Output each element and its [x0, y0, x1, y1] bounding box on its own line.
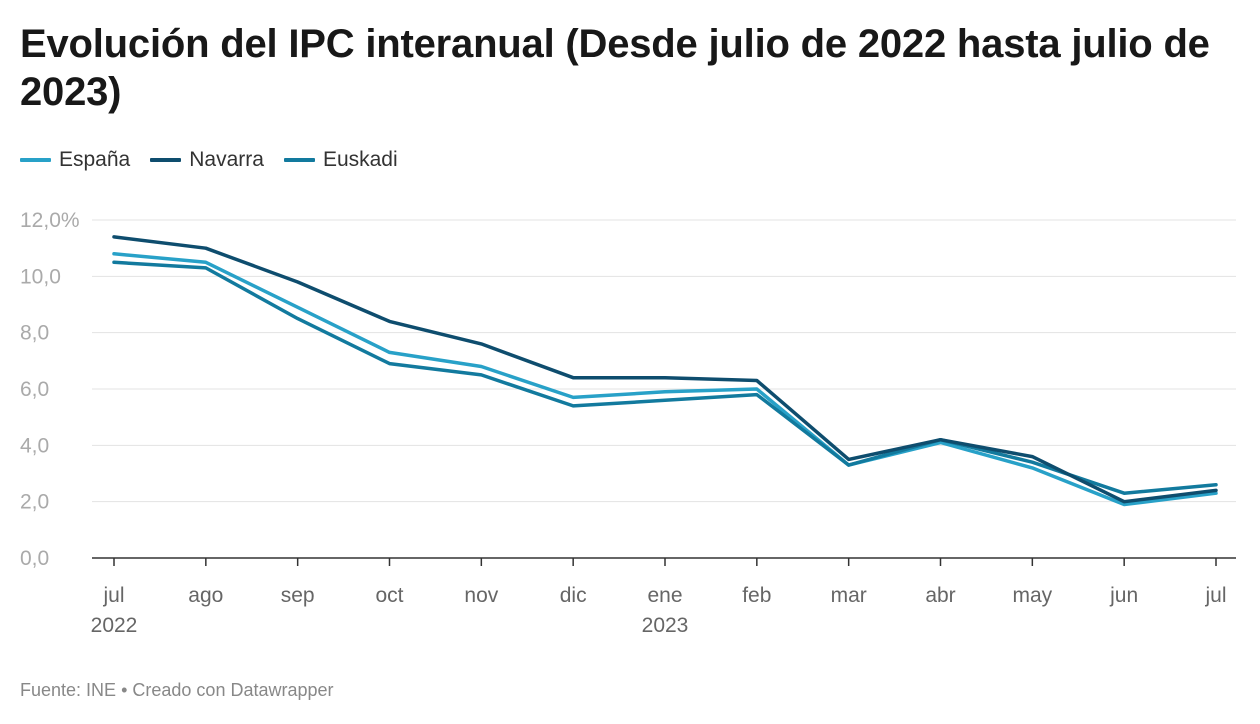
x-tick-label: feb: [742, 584, 771, 607]
x-tick-label: oct: [375, 584, 403, 607]
x-tick-label: sep: [281, 584, 315, 607]
x-tick-label: may: [1012, 584, 1052, 607]
legend-item-navarra: Navarra: [150, 148, 264, 172]
legend-swatch-espana: [20, 158, 51, 162]
footer: Fuente: INE • Creado con Datawrapper: [20, 680, 334, 701]
x-tick-label: mar: [831, 584, 867, 607]
x-tick-label: dic: [560, 584, 587, 607]
legend-label-euskadi: Euskadi: [322, 148, 398, 171]
y-tick-label: 10,0: [20, 265, 61, 288]
legend: España Navarra Euskadi: [20, 148, 418, 172]
legend-label-espana: España: [59, 148, 131, 171]
y-tick-label: 2,0: [20, 491, 49, 514]
footer-source: Fuente: INE: [20, 680, 117, 700]
x-tick-label: ago: [188, 584, 223, 607]
chart-title: Evolución del IPC interanual (Desde juli…: [20, 22, 1210, 114]
legend-label-navarra: Navarra: [189, 148, 264, 171]
x-tick-label: ene: [647, 584, 682, 607]
x-year-label: 2023: [642, 614, 689, 637]
y-tick-label: 0,0: [20, 547, 49, 570]
y-tick-label: 6,0: [20, 378, 49, 401]
series-line-navarra: [112, 235, 1218, 504]
series-line-euskadi: [112, 260, 1218, 495]
x-tick-label: nov: [464, 584, 498, 607]
series-line-espana: [112, 252, 1218, 507]
x-year-label: 2022: [91, 614, 138, 637]
legend-swatch-euskadi: [283, 158, 315, 162]
legend-item-euskadi: Euskadi: [283, 148, 398, 172]
legend-swatch-navarra: [150, 158, 182, 162]
x-tick-label: abr: [925, 584, 955, 607]
y-tick-label: 4,0: [20, 434, 49, 457]
x-tick-label: jul: [1204, 584, 1226, 607]
y-tick-label: 12,0%: [20, 209, 80, 232]
y-tick-label: 8,0: [20, 322, 49, 345]
footer-credit: Creado con Datawrapper: [132, 680, 334, 700]
x-tick-label: jul: [102, 584, 124, 607]
footer-separator: •: [121, 680, 128, 700]
legend-item-espana: España: [20, 148, 130, 172]
x-tick-label: jun: [1109, 584, 1138, 607]
